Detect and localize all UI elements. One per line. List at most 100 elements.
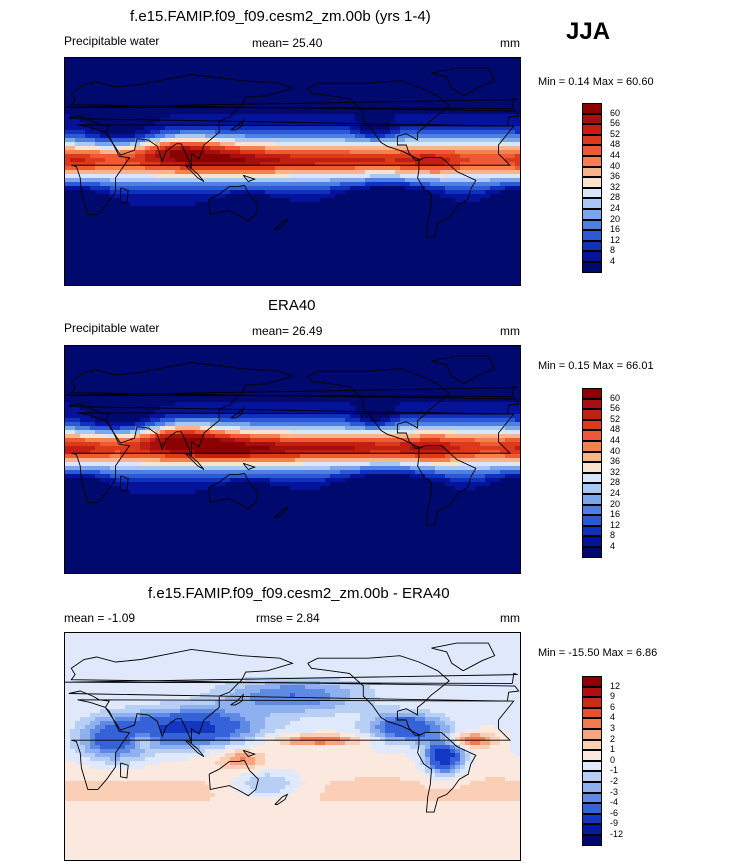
coastline [65, 672, 518, 684]
colorbar-swatch [582, 494, 602, 505]
colorbar-swatch [582, 134, 602, 146]
colorbar-tick-label: -3 [610, 786, 619, 797]
colorbar-tick-label: 52 [610, 128, 621, 139]
colorbar-swatch [582, 792, 602, 804]
colorbar-tick-label: 32 [610, 466, 621, 477]
colorbar-tick-label: 4 [610, 256, 616, 266]
coastline [274, 506, 289, 518]
colorbar-tick-label: 36 [610, 456, 621, 467]
colorbar-swatch [582, 729, 602, 740]
coastline [242, 749, 256, 758]
coastline [184, 164, 205, 182]
colorbar-tick-label: 36 [610, 171, 621, 182]
coastline [208, 184, 259, 222]
coastline [230, 693, 244, 706]
panel1-title: f.e15.FAMIP.f09_f09.cesm2_zm.00b (yrs 1-… [130, 8, 431, 25]
colorbar-swatch [582, 676, 602, 687]
colorbar-swatch [582, 430, 602, 441]
colorbar-tick-label: 60 [610, 392, 621, 403]
colorbar-tick-label: 20 [610, 213, 621, 224]
colorbar-tick-label: 16 [610, 509, 621, 520]
colorbar-tick-label: 56 [610, 118, 621, 129]
coastline [431, 67, 496, 97]
colorbar-swatch [582, 824, 602, 835]
colorbar-swatch [582, 113, 602, 125]
colorbar-swatch [582, 472, 602, 484]
panel2-map [64, 345, 521, 574]
coastline [208, 472, 259, 510]
colorbar-swatch [582, 813, 602, 825]
colorbar-swatch [582, 835, 602, 846]
colorbar-swatch [582, 145, 602, 156]
colorbar-swatch [582, 803, 602, 814]
colorbar-tick-label: -1 [610, 765, 619, 776]
colorbar-tick-label: 44 [610, 150, 621, 160]
panel2-mean-label: mean= 26.49 [252, 324, 323, 338]
coastline [184, 452, 205, 470]
coastline [208, 759, 259, 797]
panel1-minmax: Min = 0.14 Max = 60.60 [538, 76, 654, 88]
panel3-title: f.e15.FAMIP.f09_f09.cesm2_zm.00b - ERA40 [148, 585, 450, 602]
colorbar-swatch [582, 750, 602, 761]
colorbar-tick-label: 2 [610, 733, 616, 744]
colorbar-swatch [582, 483, 602, 494]
panel1-units: mm [500, 36, 520, 50]
coastline [307, 80, 450, 161]
panel3-rmse-label: rmse = 2.84 [256, 611, 320, 625]
colorbar-swatch [582, 697, 602, 708]
colorbar-tick-label: 12 [610, 680, 621, 691]
coastline [71, 412, 515, 503]
colorbar-tick-label: 3 [610, 723, 616, 733]
colorbar-tick-label: -4 [610, 797, 619, 808]
coastline [230, 406, 244, 419]
colorbar-swatch [582, 230, 602, 241]
colorbar-swatch [582, 177, 602, 188]
coastline [274, 218, 289, 230]
coastline [431, 355, 496, 385]
colorbar-tick-label: 12 [610, 234, 621, 245]
panel3-units: mm [500, 611, 520, 625]
colorbar-swatch [582, 771, 602, 782]
colorbar-tick-label: 20 [610, 498, 621, 509]
coastline [274, 793, 289, 805]
coastline [417, 157, 477, 238]
panel2-title: ERA40 [268, 297, 316, 314]
colorbar-swatch [582, 686, 602, 698]
coastline [307, 655, 450, 736]
colorbar-swatch [582, 451, 602, 463]
coastline [120, 762, 129, 779]
colorbar-swatch [582, 409, 602, 420]
colorbar-swatch [582, 760, 602, 772]
colorbar-tick-label: 1 [610, 744, 616, 755]
colorbar-swatch [582, 388, 602, 399]
coastline [242, 462, 256, 471]
panel2-minmax: Min = 0.15 Max = 66.01 [538, 360, 654, 372]
coastline [68, 361, 520, 456]
coastline [71, 699, 515, 790]
colorbar-tick-label: 0 [610, 754, 616, 765]
colorbar-tick-label: -9 [610, 818, 619, 829]
colorbar-tick-label: 4 [610, 712, 616, 723]
colorbar-swatch [582, 166, 602, 178]
colorbar-swatch [582, 398, 602, 410]
colorbar-swatch [582, 240, 602, 252]
panel3-colorbar: 12 9 6 4 3 2 1 0 -1 -2 -3 -4 -6 -9 -12 [582, 676, 662, 856]
colorbar-swatch [582, 782, 602, 793]
colorbar-swatch [582, 103, 602, 114]
colorbar-swatch [582, 441, 602, 452]
colorbar-swatch [582, 419, 602, 431]
colorbar-swatch [582, 251, 602, 262]
colorbar-tick-label: 48 [610, 139, 621, 150]
map-field-svg [65, 58, 520, 285]
coastline [120, 475, 129, 492]
colorbar-tick-label: 44 [610, 435, 621, 445]
colorbar-swatch [582, 718, 602, 729]
colorbar-tick-label: -12 [610, 829, 624, 839]
colorbar-tick-label: 48 [610, 424, 621, 435]
colorbar-tick-label: 24 [610, 488, 621, 498]
colorbar-tick-label: 12 [610, 519, 621, 530]
colorbar-tick-label: 8 [610, 245, 616, 256]
coastline [307, 368, 450, 449]
colorbar-tick-label: 4 [610, 541, 616, 551]
colorbar-swatch [582, 209, 602, 220]
